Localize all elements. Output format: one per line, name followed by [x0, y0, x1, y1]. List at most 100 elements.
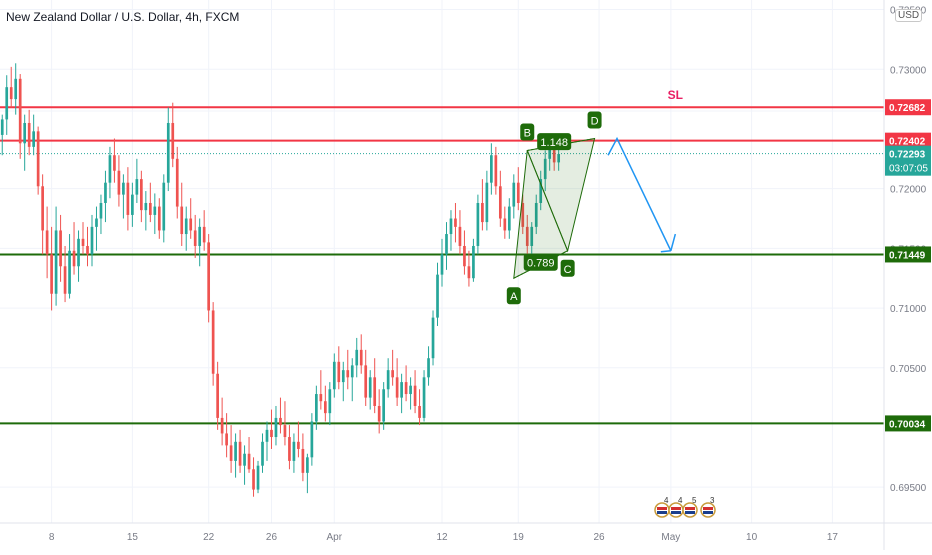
candle-body — [261, 441, 264, 466]
candle-body — [337, 361, 341, 383]
currency-badge[interactable]: USD — [895, 9, 923, 22]
time-tick-label: May — [661, 532, 680, 543]
candle-body — [202, 226, 206, 243]
pattern-point-badge[interactable] — [506, 287, 521, 305]
level-price-text: 0.72402 — [889, 137, 926, 148]
candle-body — [368, 377, 372, 398]
candle-body — [211, 310, 215, 374]
candle-body — [472, 245, 475, 279]
candle-body — [445, 234, 448, 255]
candle-body — [548, 143, 552, 159]
time-axis[interactable]: 8 15 22 26 Apr 12 19 26 May 10 17 — [0, 522, 932, 543]
event-count: 4 — [678, 496, 683, 505]
projection-arrowhead — [670, 233, 677, 251]
candle-body — [32, 131, 36, 147]
candle-body — [364, 365, 368, 398]
candle-body — [449, 218, 453, 235]
projection-path[interactable] — [607, 136, 672, 252]
price-axis[interactable]: 0.735000.730000.726500.720000.715000.710… — [883, 0, 927, 550]
candle-body — [391, 370, 394, 378]
candle-body — [18, 78, 22, 144]
candle-body — [99, 202, 103, 219]
candle-body — [315, 394, 318, 422]
candles — [0, 63, 561, 497]
candle-body — [131, 194, 134, 215]
candle-body — [422, 377, 426, 418]
candle-body — [404, 382, 408, 395]
level-price-tag — [885, 246, 931, 263]
candle-body — [476, 202, 480, 246]
candle-body — [350, 365, 354, 378]
candle-body — [144, 202, 148, 211]
pattern-point-label: B — [524, 127, 531, 139]
candle-body — [512, 182, 516, 207]
candle-body — [256, 465, 260, 490]
candle-body — [122, 182, 125, 195]
candle-body — [153, 206, 157, 215]
candle-body — [521, 202, 525, 227]
time-tick-label: 22 — [203, 532, 215, 543]
event-flag-stripe-icon — [685, 511, 695, 514]
candle-body — [557, 154, 561, 163]
candle-body — [270, 429, 273, 438]
candle-body — [81, 238, 85, 246]
candle-body — [552, 143, 556, 163]
pattern-ratio-label: 0.789 — [527, 258, 555, 270]
candle-body — [225, 433, 228, 446]
candle-body — [126, 182, 130, 215]
level-price-tag — [885, 99, 931, 116]
event-flag-stripe-icon — [671, 511, 681, 514]
pattern-point-badge[interactable] — [560, 259, 575, 277]
pattern-point-label: C — [564, 264, 572, 276]
candle-body — [463, 245, 466, 267]
candle-body — [503, 218, 507, 231]
candle-body — [77, 238, 80, 267]
candle-body — [234, 441, 237, 461]
time-tick-label: 17 — [827, 532, 839, 543]
candle-body — [0, 119, 4, 135]
candle-body — [229, 445, 233, 461]
candle-body — [395, 377, 399, 398]
pattern-ratio-badge[interactable] — [537, 133, 572, 151]
candle-body — [409, 385, 412, 395]
time-tick-label: Apr — [327, 532, 343, 543]
candle-body — [458, 226, 462, 246]
harmonic-pattern[interactable]: A B C D 1.148 0.789 — [506, 111, 602, 305]
candle-body — [490, 155, 493, 183]
candle-body — [72, 250, 76, 267]
pattern-point-badge[interactable] — [587, 111, 602, 129]
event-count: 4 — [664, 496, 669, 505]
candle-body — [516, 182, 520, 203]
price-tags: 0.72682 0.72402 0.71449 0.70034 0.72293 03:07… — [885, 99, 931, 432]
candle-body — [440, 254, 444, 275]
countdown-text: 03:07:05 — [889, 164, 928, 175]
projection-arrow[interactable] — [607, 136, 677, 253]
candle-body — [135, 179, 139, 195]
time-tick-label: 8 — [49, 532, 55, 543]
candle-body — [180, 206, 184, 235]
time-tick-label: 26 — [266, 532, 278, 543]
candle-body — [238, 441, 242, 466]
candle-body — [216, 373, 219, 418]
pattern-ratio-badge[interactable] — [523, 253, 558, 271]
candle-body — [427, 358, 430, 378]
candle-body — [341, 370, 345, 383]
time-tick-label: 12 — [436, 532, 448, 543]
candle-body — [220, 417, 224, 434]
pattern-point-badge[interactable] — [520, 123, 535, 141]
candle-body — [54, 230, 58, 294]
candle-body — [525, 226, 529, 246]
candle-body — [41, 186, 44, 231]
candle-body — [95, 218, 98, 227]
candle-body — [23, 122, 27, 144]
candle-body — [507, 206, 511, 231]
candle-body — [108, 155, 112, 183]
time-tick-label: 26 — [593, 532, 605, 543]
candle-body — [90, 226, 94, 255]
candle-body — [5, 87, 9, 120]
candle-body — [498, 186, 502, 219]
candle-body — [485, 182, 489, 223]
